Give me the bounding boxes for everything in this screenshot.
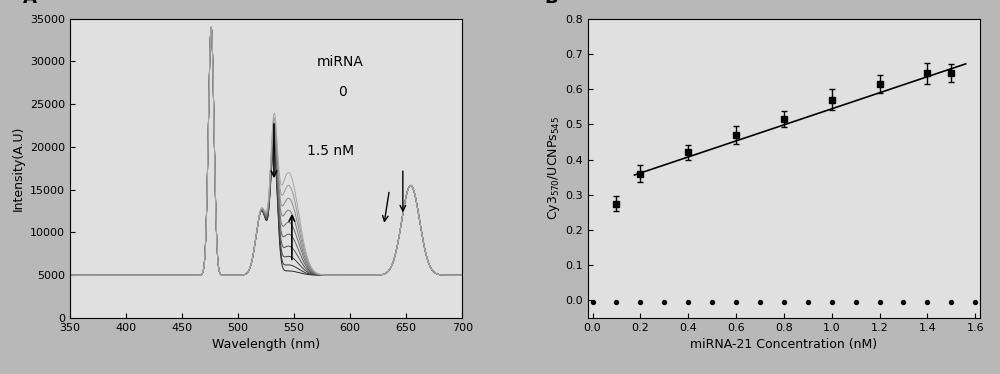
Point bbox=[752, 299, 768, 305]
Text: 1.5 nM: 1.5 nM bbox=[307, 144, 354, 158]
Point bbox=[680, 299, 696, 305]
Y-axis label: Cy3$_{570}$/UCNPs$_{545}$: Cy3$_{570}$/UCNPs$_{545}$ bbox=[546, 116, 562, 220]
Point bbox=[967, 299, 983, 305]
X-axis label: Wavelength (nm): Wavelength (nm) bbox=[212, 338, 320, 351]
Point bbox=[608, 299, 624, 305]
Point bbox=[800, 299, 816, 305]
Text: 0: 0 bbox=[338, 85, 347, 98]
Point bbox=[895, 299, 911, 305]
Point bbox=[776, 299, 792, 305]
Point bbox=[728, 299, 744, 305]
Point bbox=[656, 299, 672, 305]
Text: A: A bbox=[23, 0, 37, 7]
Point bbox=[704, 299, 720, 305]
Point bbox=[824, 299, 840, 305]
Text: miRNA: miRNA bbox=[317, 55, 364, 68]
Point bbox=[585, 299, 601, 305]
X-axis label: miRNA-21 Concentration (nM): miRNA-21 Concentration (nM) bbox=[690, 338, 877, 351]
Point bbox=[632, 299, 648, 305]
Point bbox=[919, 299, 935, 305]
Point bbox=[872, 299, 888, 305]
Text: B: B bbox=[545, 0, 558, 7]
Point bbox=[848, 299, 864, 305]
Point bbox=[943, 299, 959, 305]
Y-axis label: Intensity(A.U): Intensity(A.U) bbox=[11, 126, 24, 211]
